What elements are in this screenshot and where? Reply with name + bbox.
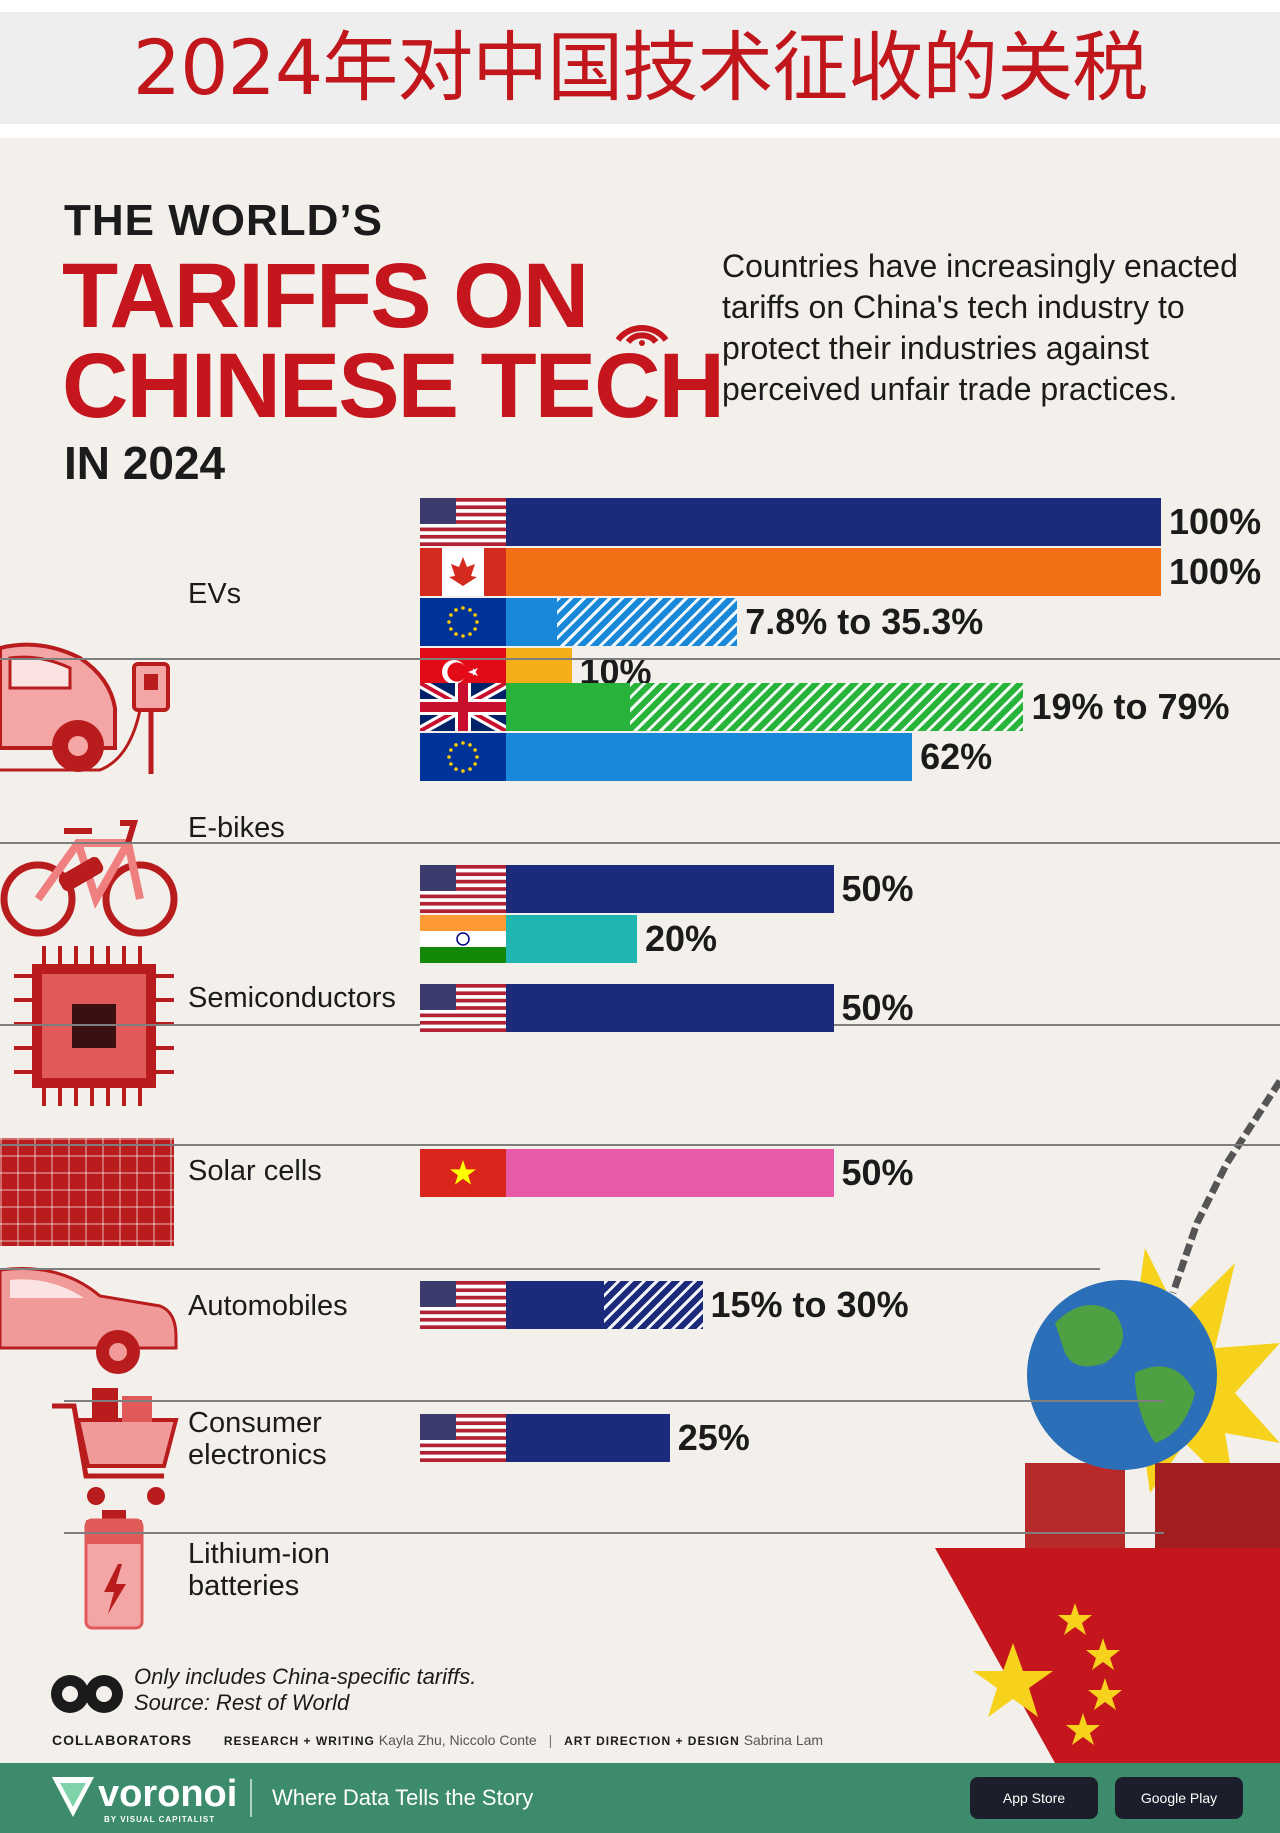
headline-line-1: TARIFFS ON — [62, 245, 589, 347]
category-label: E-bikes — [188, 812, 285, 844]
tariff-bar — [506, 1281, 703, 1329]
tariff-bar — [506, 548, 1161, 596]
row-divider — [0, 1268, 1100, 1270]
research-names: Kayla Zhu, Niccolo Conte — [378, 1732, 537, 1748]
tagline: Where Data Tells the Story — [272, 1785, 534, 1810]
value-label: 50% — [841, 868, 914, 909]
flag-vietnam-icon — [420, 1149, 506, 1197]
solar-panel-icon — [0, 1138, 174, 1246]
category-label-line: E-bikes — [188, 812, 285, 844]
kicker: THE WORLD’S — [64, 196, 383, 245]
banner-title: 2024年对中国技术征收的关税 — [132, 23, 1148, 112]
infographic: THE WORLD’S TARIFFS ON CHINESE TECH IN 2… — [0, 138, 1280, 1833]
row-divider — [64, 1532, 1164, 1534]
category-label: Automobiles — [188, 1290, 348, 1322]
category-label-line: Consumer — [188, 1407, 322, 1439]
tariff-bar — [506, 865, 834, 913]
flag-usa-icon — [420, 865, 506, 913]
tariff-bar — [506, 683, 1024, 731]
value-label: 62% — [920, 736, 993, 777]
value-label: 100% — [1169, 501, 1262, 542]
tariff-range-hatch — [630, 683, 1024, 731]
flag-usa-icon — [420, 498, 506, 546]
title-banner — [0, 12, 1280, 124]
value-label: 25% — [677, 1417, 750, 1458]
credits: COLLABORATORS RESEARCH + WRITING Kayla Z… — [52, 1732, 824, 1748]
category-label-line: electronics — [188, 1439, 327, 1471]
year-line: IN 2024 — [64, 437, 226, 489]
semiconductor-chip-icon — [14, 946, 174, 1106]
ev-car-icon — [0, 642, 170, 774]
row-divider — [64, 1400, 1164, 1402]
tariff-bar — [506, 733, 913, 781]
category-label-line: Solar cells — [188, 1155, 322, 1187]
value-label: 50% — [841, 987, 914, 1028]
row-divider — [0, 1144, 1280, 1146]
flag-eu-icon — [420, 598, 506, 646]
flag-eu-icon — [420, 733, 506, 781]
google-play-button[interactable]: Google Play — [1115, 1777, 1243, 1819]
voronoi-logo-icon — [52, 1777, 94, 1817]
collaborators-label: COLLABORATORS — [52, 1732, 193, 1748]
category-label-line: Lithium-ion — [188, 1538, 330, 1570]
brand-subtitle: BY VISUAL CAPITALIST — [104, 1815, 216, 1824]
shopping-cart-icon — [52, 1388, 179, 1505]
tariff-range-hatch — [604, 1281, 703, 1329]
design-names: Sabrina Lam — [743, 1732, 824, 1748]
footnote-source: Source: Rest of World — [134, 1690, 350, 1715]
research-label: RESEARCH + WRITING — [223, 1734, 375, 1748]
footnote: Only includes China-specific tariffs. So… — [134, 1664, 476, 1716]
tariff-range-hatch — [557, 598, 738, 646]
category-label: Consumer electronics — [188, 1407, 327, 1471]
footnote-line-1: Only includes China-specific tariffs. — [134, 1664, 477, 1689]
headline-line-2: CHINESE TECH — [62, 335, 725, 437]
flag-india-icon — [420, 915, 506, 963]
tariff-bar — [506, 1149, 834, 1197]
tariff-bar — [506, 498, 1161, 546]
tariff-bar — [506, 984, 834, 1032]
category-label-line: EVs — [188, 578, 242, 610]
flag-usa-icon — [420, 984, 506, 1032]
intro-text: Countries have increasingly enacted tari… — [722, 248, 1238, 407]
category-label: EVs — [188, 578, 241, 610]
tariff-bar — [506, 915, 637, 963]
category-label-line: batteries — [188, 1570, 300, 1602]
wireless-signal-icon — [615, 325, 669, 346]
category-label: Semiconductors — [188, 982, 396, 1014]
category-label-line: Automobiles — [188, 1290, 348, 1322]
tariff-bar-chart: EVs 100% 100% 7.8% to 35.3% 10% E-bikes 19% to… — [0, 138, 1280, 1833]
row-divider — [0, 842, 1280, 844]
value-label: 100% — [1169, 551, 1262, 592]
category-label-line: Semiconductors — [188, 982, 396, 1014]
design-label: ART DIRECTION + DESIGN — [564, 1734, 740, 1748]
brand-name: voronoi — [98, 1773, 238, 1815]
automobile-icon — [0, 1266, 178, 1374]
china-wrecking-ball-illustration — [935, 1079, 1280, 1763]
value-label: 19% to 79% — [1031, 686, 1230, 727]
tariff-bar — [506, 1414, 670, 1462]
row-divider — [0, 658, 1280, 660]
tariff-bar — [506, 598, 738, 646]
flag-usa-icon — [420, 1414, 506, 1462]
value-label: 7.8% to 35.3% — [745, 601, 984, 642]
category-label: Solar cells — [188, 1155, 322, 1187]
value-label: 20% — [645, 918, 718, 959]
app-store-button[interactable]: App Store — [970, 1777, 1098, 1819]
value-label: 50% — [841, 1152, 914, 1193]
flag-canada-icon — [420, 548, 506, 596]
footer-bar: voronoi BY VISUAL CAPITALIST Where Data … — [0, 1763, 1280, 1833]
voronoi-binoculars-icon — [51, 1675, 123, 1713]
category-label: Lithium-ion batteries — [188, 1538, 330, 1602]
value-label: 15% to 30% — [710, 1284, 909, 1325]
brand-divider — [250, 1779, 252, 1817]
flag-uk-icon — [420, 683, 506, 731]
flag-usa-icon — [420, 1281, 506, 1329]
